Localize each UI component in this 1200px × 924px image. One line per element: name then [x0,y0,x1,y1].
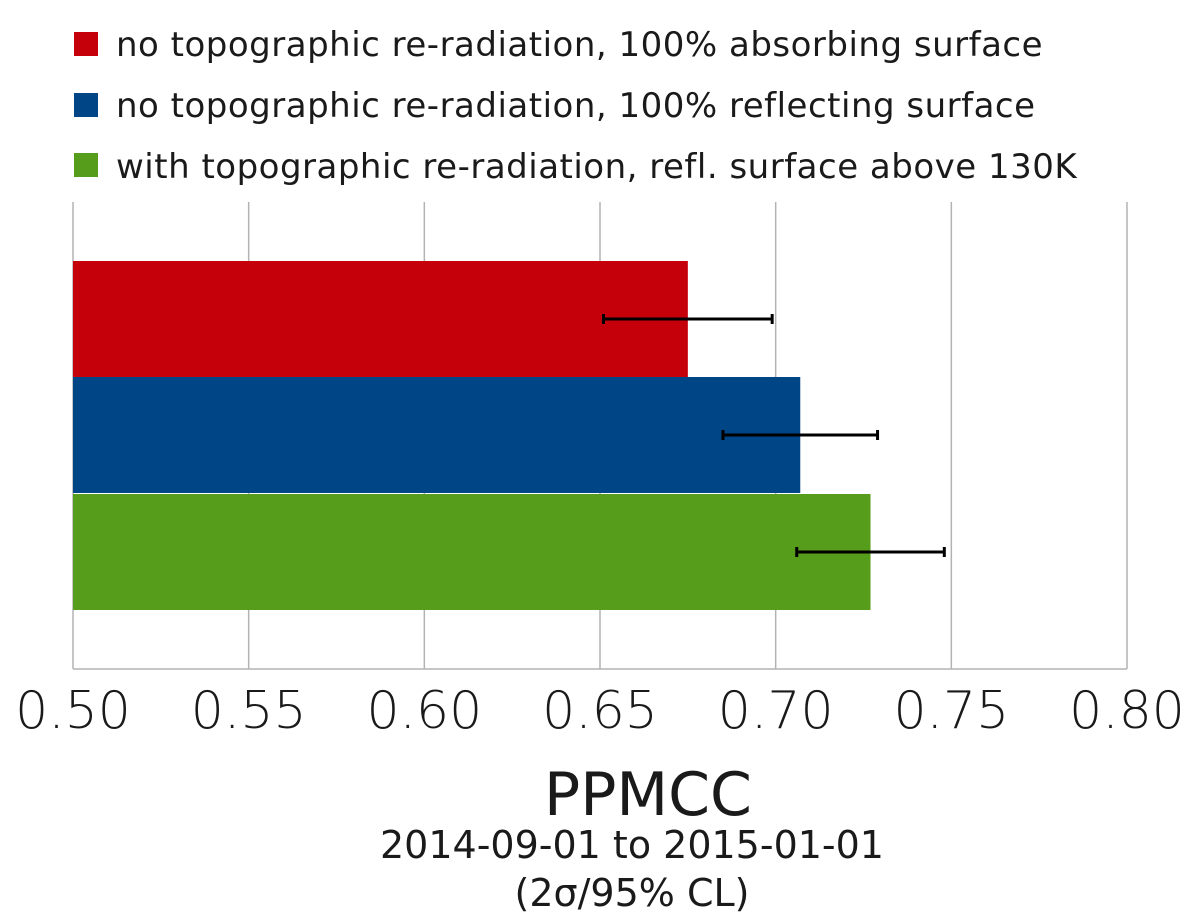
x-tick-label-0.60: 0.60 [366,681,482,741]
subtitle-date-range: 2014-09-01 to 2015-01-01 [380,823,884,867]
legend-label-topographic: with topographic re-radiation, refl. sur… [116,147,1078,187]
legend-item-absorbing: no topographic re-radiation, 100% absorb… [74,25,1043,65]
plot-area: 0.50 0.55 0.60 0.65 0.70 0.75 0.80 [15,202,1185,741]
x-tick-label-0.75: 0.75 [893,681,1009,741]
legend-item-topographic: with topographic re-radiation, refl. sur… [74,147,1078,187]
x-tick-label-0.70: 0.70 [718,681,834,741]
x-tick-label-0.55: 0.55 [191,681,307,741]
x-tick-label-0.80: 0.80 [1069,681,1185,741]
legend-swatch-reflecting [74,93,98,117]
bar-absorbing [73,261,688,377]
bar-topographic [73,494,871,610]
bar-reflecting [73,377,801,493]
legend-swatch-absorbing [74,32,98,56]
subtitle-confidence: (2σ/95% CL) [515,871,750,915]
x-axis-label: PPMCC [544,760,752,830]
legend: no topographic re-radiation, 100% absorb… [74,25,1078,187]
legend-label-absorbing: no topographic re-radiation, 100% absorb… [116,25,1043,65]
legend-swatch-topographic [74,153,98,177]
legend-label-reflecting: no topographic re-radiation, 100% reflec… [116,86,1036,126]
legend-item-reflecting: no topographic re-radiation, 100% reflec… [74,86,1036,126]
x-tick-label-0.50: 0.50 [15,681,131,741]
x-tick-labels: 0.50 0.55 0.60 0.65 0.70 0.75 0.80 [15,681,1185,741]
bars [73,261,871,610]
error-bars [602,314,946,557]
x-tick-label-0.65: 0.65 [542,681,658,741]
